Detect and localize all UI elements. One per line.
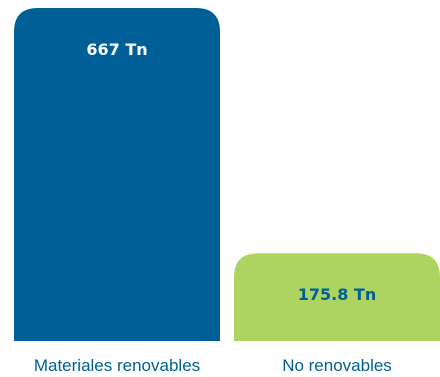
bar-0 bbox=[14, 8, 220, 341]
category-label-0: Materiales renovables bbox=[34, 356, 200, 375]
bars bbox=[14, 8, 440, 341]
labels: 667 Tn Materiales renovables 175.8 Tn No re… bbox=[34, 40, 392, 375]
data-label-1: 175.8 Tn bbox=[298, 285, 376, 304]
data-label-0: 667 Tn bbox=[86, 40, 147, 59]
category-label-1: No renovables bbox=[282, 356, 392, 375]
bar-1 bbox=[234, 253, 440, 341]
